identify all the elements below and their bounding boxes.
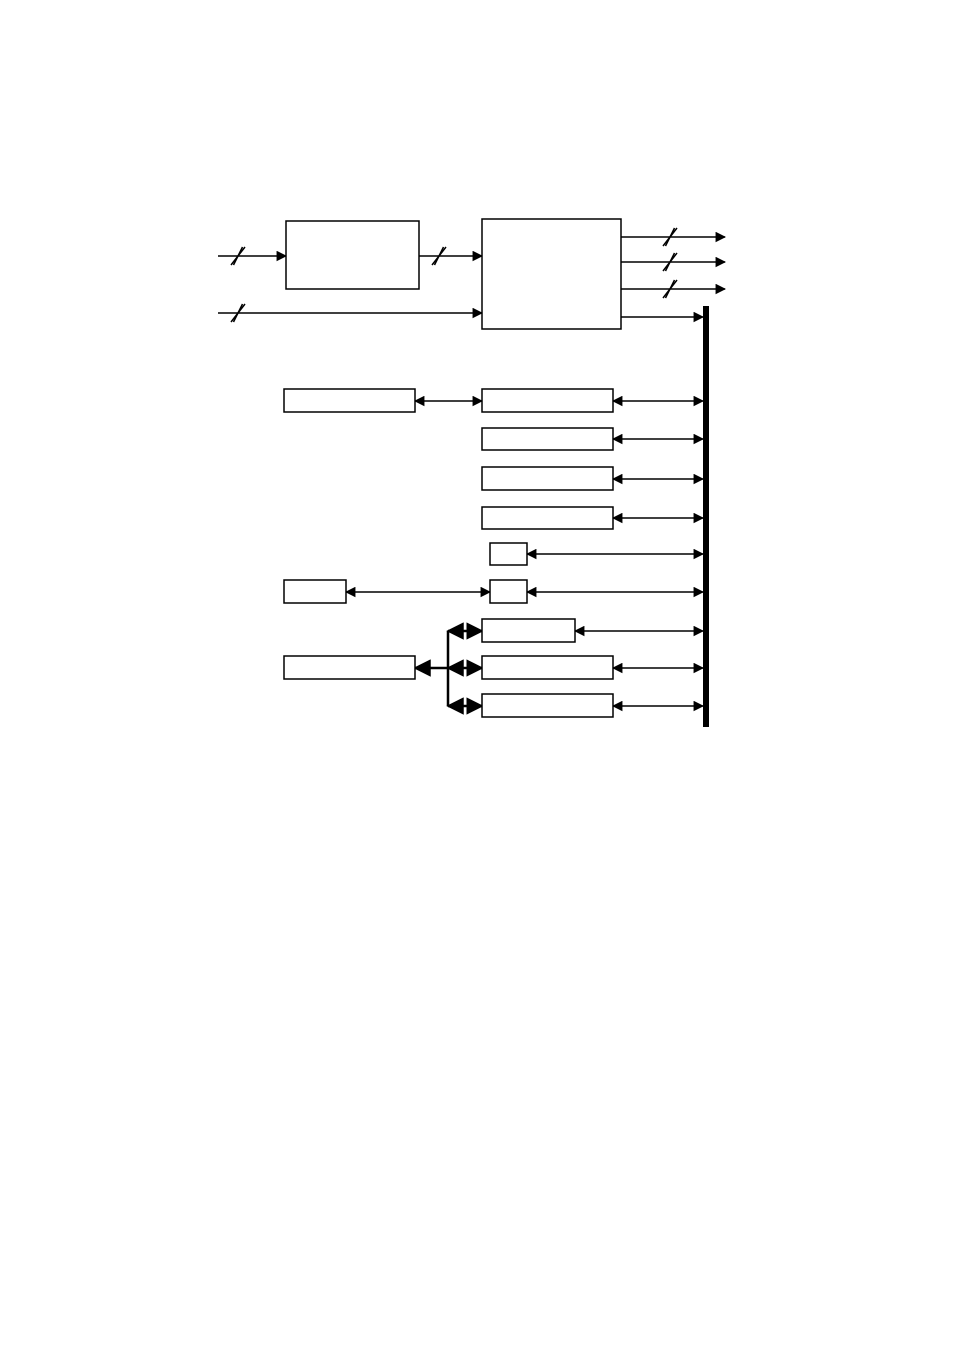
nodes-layer <box>284 219 621 717</box>
node-lblkL2 <box>284 580 346 603</box>
block-diagram <box>0 0 954 1351</box>
node-rblk8 <box>482 656 613 679</box>
node-lblkL3 <box>284 656 415 679</box>
node-rblk7 <box>482 619 575 642</box>
node-rblk1 <box>482 389 613 412</box>
node-rblk5 <box>490 543 527 565</box>
node-rblk9 <box>482 694 613 717</box>
node-lblkL1 <box>284 389 415 412</box>
node-rblk4 <box>482 507 613 529</box>
node-rblk6 <box>490 580 527 603</box>
node-rblk3 <box>482 467 613 490</box>
node-rblk2 <box>482 428 613 450</box>
node-blkA <box>286 221 419 289</box>
node-blkB <box>482 219 621 329</box>
edges-layer <box>218 228 725 706</box>
